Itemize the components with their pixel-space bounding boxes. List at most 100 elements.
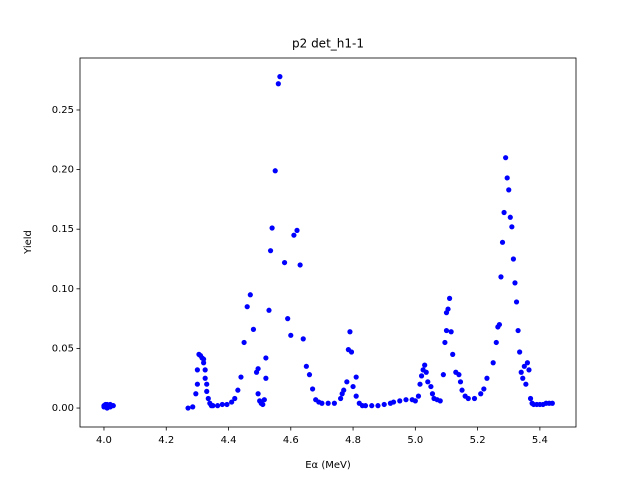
point bbox=[250, 326, 257, 332]
point bbox=[288, 332, 294, 338]
point bbox=[350, 383, 356, 390]
point bbox=[255, 366, 261, 372]
point bbox=[493, 339, 499, 346]
y-tick-label: 0.20 bbox=[52, 165, 74, 176]
point bbox=[418, 373, 425, 379]
point bbox=[499, 239, 506, 245]
point bbox=[390, 399, 397, 405]
point bbox=[504, 175, 510, 181]
point bbox=[194, 381, 200, 387]
point bbox=[202, 375, 208, 381]
point bbox=[490, 360, 496, 366]
point bbox=[306, 372, 313, 378]
point bbox=[503, 155, 509, 161]
point bbox=[523, 381, 529, 387]
point bbox=[194, 367, 200, 373]
point bbox=[309, 386, 316, 392]
point bbox=[190, 404, 196, 410]
point bbox=[219, 401, 225, 408]
x-tick-label: 4.2 bbox=[158, 435, 174, 446]
point bbox=[513, 299, 520, 305]
point bbox=[527, 395, 534, 402]
point bbox=[235, 387, 241, 393]
point bbox=[512, 280, 518, 286]
point bbox=[338, 395, 344, 402]
point bbox=[344, 379, 350, 385]
point bbox=[509, 224, 515, 230]
plot-frame bbox=[79, 57, 577, 428]
point bbox=[201, 360, 207, 366]
point bbox=[459, 387, 465, 393]
point bbox=[272, 168, 278, 174]
point bbox=[471, 395, 478, 402]
point bbox=[107, 404, 113, 410]
point bbox=[347, 329, 353, 335]
point bbox=[255, 391, 261, 397]
point bbox=[241, 339, 247, 346]
point bbox=[498, 274, 504, 280]
point bbox=[465, 395, 471, 402]
y-tick-label: 0.15 bbox=[52, 224, 74, 235]
y-tick-label: 0.05 bbox=[52, 343, 74, 354]
point bbox=[381, 401, 387, 408]
point bbox=[423, 369, 429, 375]
point bbox=[204, 388, 210, 394]
point bbox=[507, 214, 513, 220]
point bbox=[457, 379, 464, 385]
point bbox=[185, 405, 191, 411]
x-tick-label: 4.8 bbox=[345, 435, 361, 446]
point bbox=[263, 355, 269, 361]
point bbox=[524, 360, 531, 366]
point bbox=[496, 321, 503, 328]
point bbox=[201, 356, 207, 362]
point bbox=[232, 395, 238, 402]
point bbox=[369, 403, 375, 409]
point bbox=[417, 381, 423, 387]
x-tick-label: 4.4 bbox=[221, 435, 237, 446]
chart-title: p2 det_h1-1 bbox=[292, 37, 364, 51]
point bbox=[456, 372, 462, 378]
point bbox=[204, 381, 210, 387]
point bbox=[263, 375, 269, 381]
point bbox=[215, 403, 221, 409]
point bbox=[210, 403, 216, 409]
point bbox=[450, 351, 456, 357]
y-axis-label: Yield bbox=[23, 230, 34, 255]
point bbox=[294, 227, 300, 233]
point bbox=[481, 386, 487, 392]
point bbox=[353, 393, 359, 399]
x-tick-label: 4.6 bbox=[283, 435, 299, 446]
point bbox=[520, 375, 526, 381]
x-tick-label: 5.2 bbox=[470, 435, 486, 446]
x-tick-label: 5.4 bbox=[532, 435, 548, 446]
point bbox=[362, 403, 369, 409]
point bbox=[229, 399, 235, 405]
point bbox=[501, 209, 507, 216]
point bbox=[484, 375, 490, 381]
point bbox=[319, 400, 325, 406]
point bbox=[425, 379, 431, 385]
point bbox=[446, 295, 453, 301]
point bbox=[341, 387, 347, 393]
point bbox=[193, 391, 199, 397]
point bbox=[277, 73, 283, 80]
point bbox=[353, 374, 359, 380]
point bbox=[506, 187, 512, 193]
point bbox=[437, 398, 443, 404]
point bbox=[244, 304, 250, 310]
y-tick-label: 0.10 bbox=[52, 284, 74, 295]
point bbox=[266, 307, 272, 313]
point bbox=[238, 374, 244, 380]
point bbox=[260, 401, 266, 408]
point bbox=[281, 259, 288, 266]
point bbox=[331, 400, 337, 406]
x-tick-label: 5.0 bbox=[407, 435, 423, 446]
point bbox=[348, 349, 355, 355]
point bbox=[205, 395, 211, 402]
point bbox=[397, 398, 403, 404]
point bbox=[443, 327, 450, 334]
point bbox=[325, 400, 331, 406]
point bbox=[478, 391, 484, 397]
x-axis-label: Eα (MeV) bbox=[305, 460, 351, 471]
point bbox=[261, 397, 267, 403]
